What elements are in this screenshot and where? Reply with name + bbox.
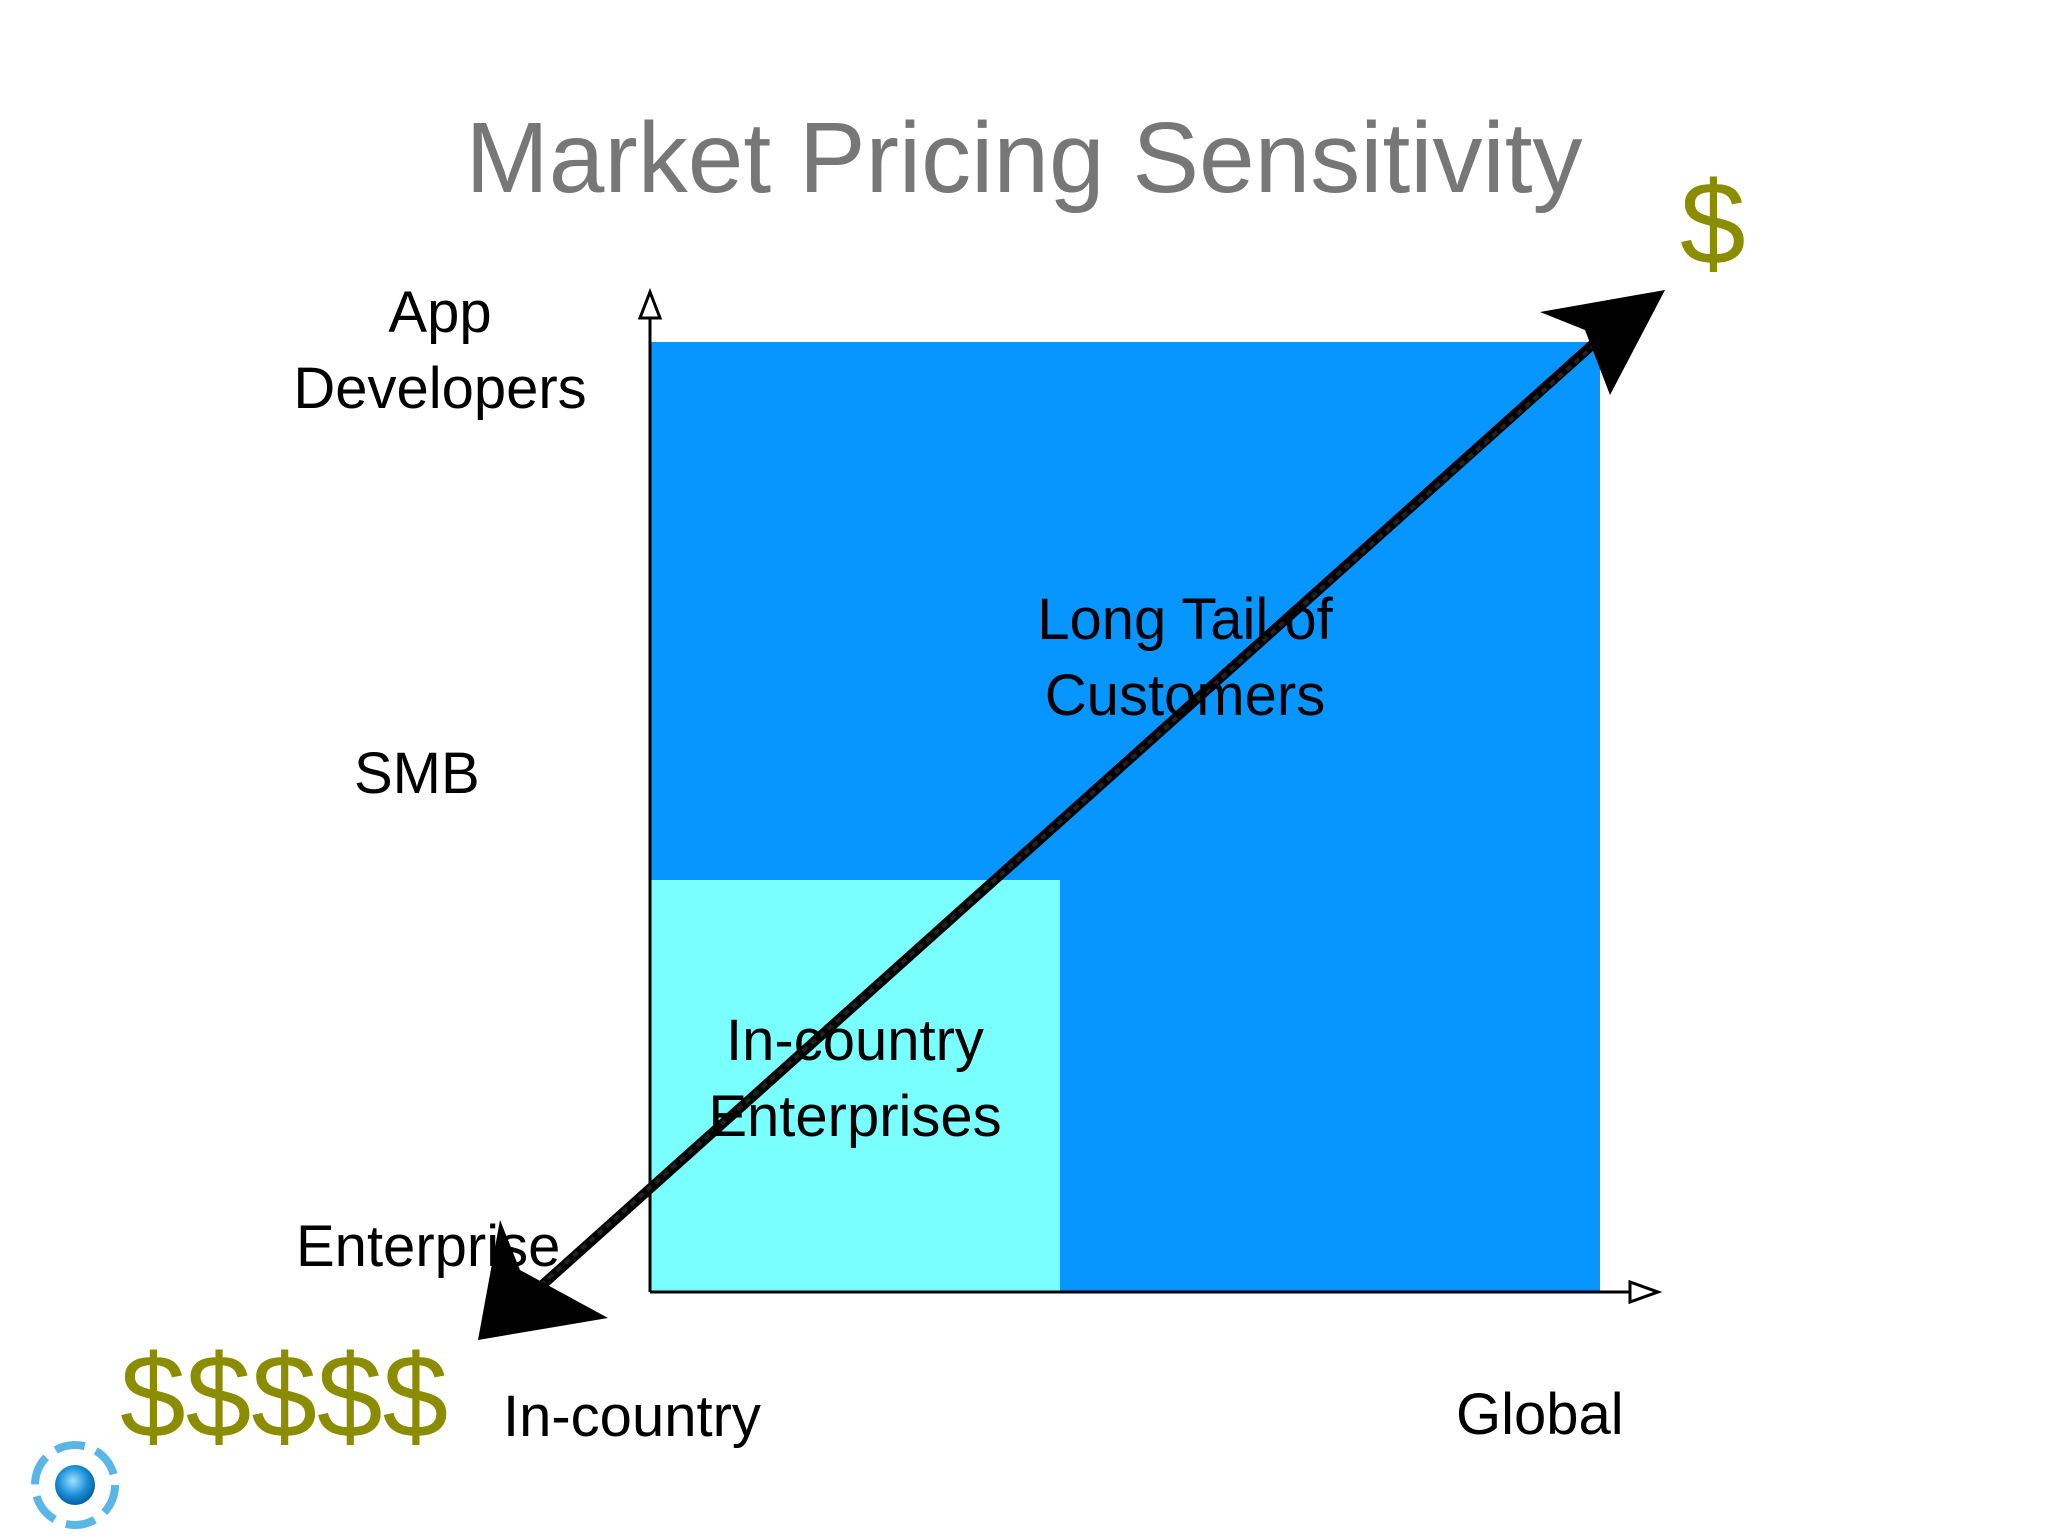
long-tail-label-line1: Long Tail of [1037,587,1333,652]
y-label-smb: SMB [354,741,480,806]
arrowhead-high-end [1540,290,1665,395]
company-logo-icon [31,1441,119,1529]
in-country-enterprises-region [650,880,1060,1292]
x-axis-arrowhead [1628,1279,1663,1305]
arrowhead-low-end [478,1220,608,1340]
y-axis-arrowhead [637,287,663,320]
x-label-global: Global [1456,1382,1624,1447]
y-label-app-developers: App Developers [270,284,610,418]
x-label-in-country: In-country [503,1384,761,1449]
page-title: Market Pricing Sensitivity [465,102,1583,214]
in-country-enterprises-label-line1: In-country [726,1008,984,1073]
long-tail-label-line2: Customers [1044,663,1326,728]
in-country-enterprises-label: In-country Enterprises [650,1003,1060,1155]
y-label-developers: Developers [293,356,587,421]
y-label-app: App [388,280,492,345]
y-label-enterprise: Enterprise [296,1214,561,1279]
price-sensitivity-arrow [478,290,1665,1340]
long-tail-label: Long Tail of Customers [985,582,1385,734]
in-country-enterprises-label-line2: Enterprises [708,1084,1002,1149]
price-label-low: $ [1680,158,1746,290]
price-label-high: $$$$$ [120,1331,449,1463]
